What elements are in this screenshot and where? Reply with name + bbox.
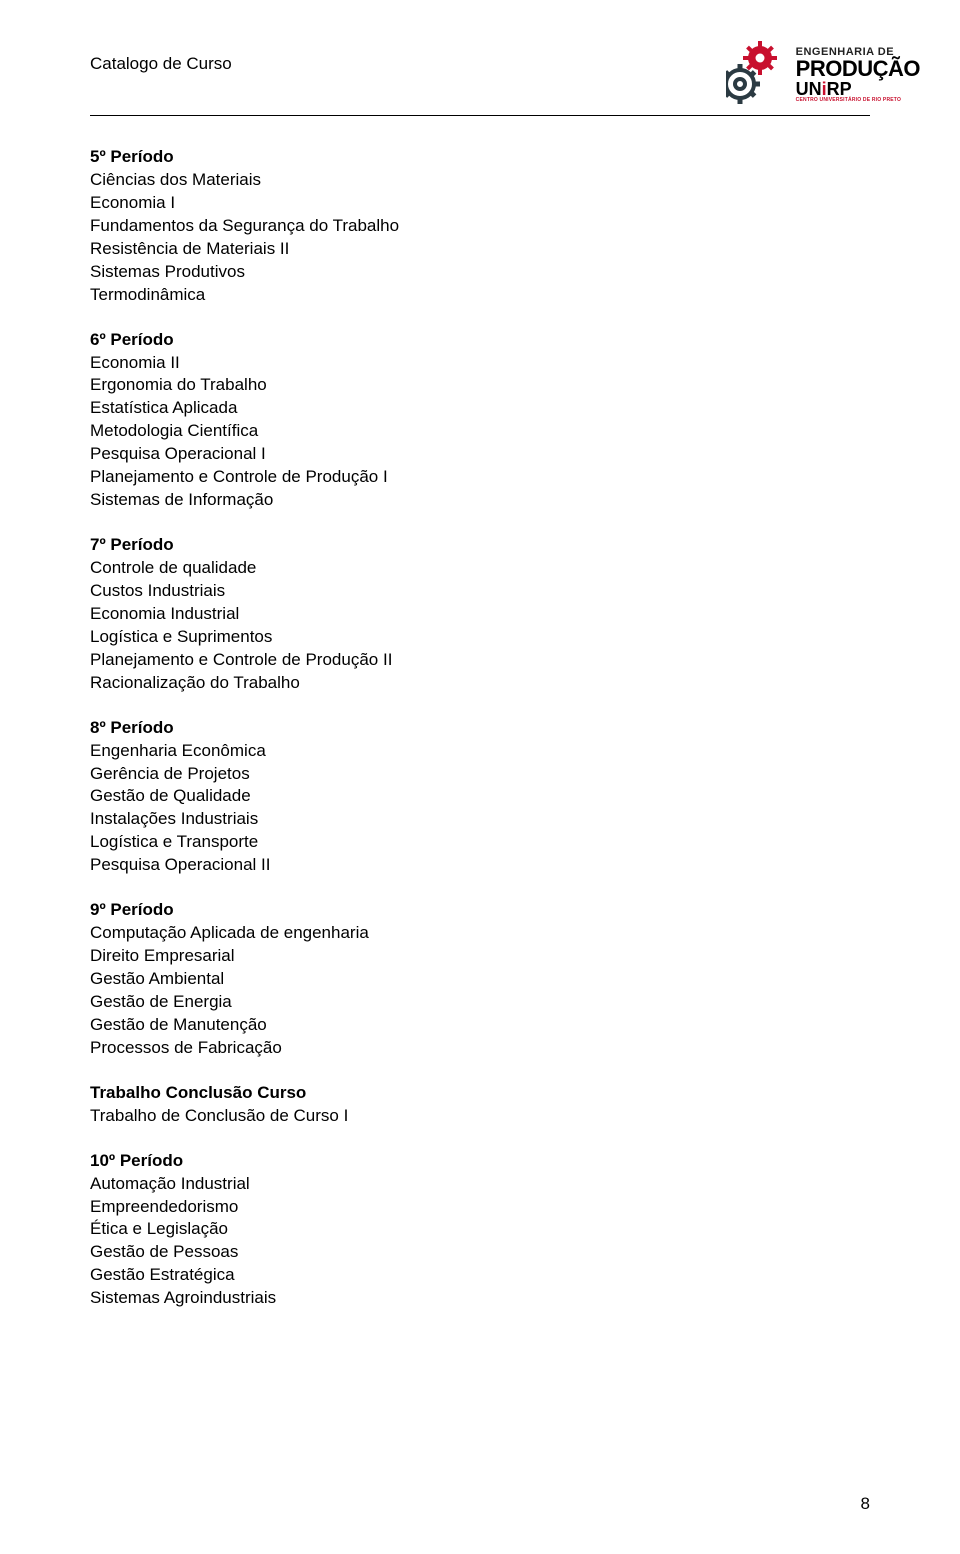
list-item: Direito Empresarial [90, 945, 870, 968]
list-item: Gestão de Energia [90, 991, 870, 1014]
list-item: Custos Industriais [90, 580, 870, 603]
list-item: Planejamento e Controle de Produção I [90, 466, 870, 489]
header-title: Catalogo de Curso [90, 40, 232, 74]
list-item: Automação Industrial [90, 1173, 870, 1196]
logo-block: ENGENHARIA DE PRODUÇÃO UNiRP CENTRO UNIV… [726, 40, 920, 109]
list-item: Pesquisa Operacional II [90, 854, 870, 877]
period-8: 8º Período Engenharia Econômica Gerência… [90, 717, 870, 878]
list-item: Pesquisa Operacional I [90, 443, 870, 466]
list-item: Gestão de Manutenção [90, 1014, 870, 1037]
list-item: Fundamentos da Segurança do Trabalho [90, 215, 870, 238]
list-item: Metodologia Científica [90, 420, 870, 443]
list-item: Engenharia Econômica [90, 740, 870, 763]
logo-uni-suffix: RP [827, 80, 852, 98]
list-item: Gestão de Qualidade [90, 785, 870, 808]
period-5: 5º Período Ciências dos Materiais Econom… [90, 146, 870, 307]
section-title: 5º Período [90, 146, 870, 169]
page-header: Catalogo de Curso [0, 40, 960, 109]
page-number: 8 [861, 1494, 870, 1514]
list-item: Economia Industrial [90, 603, 870, 626]
list-item: Sistemas Produtivos [90, 261, 870, 284]
section-title: 10º Período [90, 1150, 870, 1173]
list-item: Gestão Ambiental [90, 968, 870, 991]
list-item: Instalações Industriais [90, 808, 870, 831]
list-item: Racionalização do Trabalho [90, 672, 870, 695]
list-item: Ética e Legislação [90, 1218, 870, 1241]
list-item: Gerência de Projetos [90, 763, 870, 786]
content-body: 5º Período Ciências dos Materiais Econom… [0, 146, 960, 1310]
list-item: Logística e Transporte [90, 831, 870, 854]
list-item: Economia II [90, 352, 870, 375]
list-item: Sistemas Agroindustriais [90, 1287, 870, 1310]
list-item: Gestão Estratégica [90, 1264, 870, 1287]
period-10: 10º Período Automação Industrial Empreen… [90, 1150, 870, 1311]
header-divider [90, 115, 870, 116]
logo-line-uni: UNiRP [796, 80, 920, 98]
logo-subtitle: CENTRO UNIVERSITÁRIO DE RIO PRETO [796, 98, 920, 103]
list-item: Computação Aplicada de engenharia [90, 922, 870, 945]
list-item: Sistemas de Informação [90, 489, 870, 512]
list-item: Gestão de Pessoas [90, 1241, 870, 1264]
section-title: 8º Período [90, 717, 870, 740]
list-item: Estatística Aplicada [90, 397, 870, 420]
section-title: 7º Período [90, 534, 870, 557]
section-title: 6º Período [90, 329, 870, 352]
list-item: Planejamento e Controle de Produção II [90, 649, 870, 672]
section-title: Trabalho Conclusão Curso [90, 1082, 870, 1105]
list-item: Resistência de Materiais II [90, 238, 870, 261]
tcc-section: Trabalho Conclusão Curso Trabalho de Con… [90, 1082, 870, 1128]
list-item: Empreendedorismo [90, 1196, 870, 1219]
gear-icon [726, 40, 786, 109]
list-item: Trabalho de Conclusão de Curso I [90, 1105, 870, 1128]
list-item: Controle de qualidade [90, 557, 870, 580]
period-9: 9º Período Computação Aplicada de engenh… [90, 899, 870, 1060]
period-6: 6º Período Economia II Ergonomia do Trab… [90, 329, 870, 513]
period-7: 7º Período Controle de qualidade Custos … [90, 534, 870, 695]
list-item: Processos de Fabricação [90, 1037, 870, 1060]
list-item: Termodinâmica [90, 284, 870, 307]
logo-uni-prefix: UN [796, 80, 822, 98]
logo-line-mid: PRODUÇÃO [796, 58, 920, 80]
logo-text: ENGENHARIA DE PRODUÇÃO UNiRP CENTRO UNIV… [796, 47, 920, 103]
list-item: Logística e Suprimentos [90, 626, 870, 649]
list-item: Economia I [90, 192, 870, 215]
list-item: Ergonomia do Trabalho [90, 374, 870, 397]
section-title: 9º Período [90, 899, 870, 922]
list-item: Ciências dos Materiais [90, 169, 870, 192]
